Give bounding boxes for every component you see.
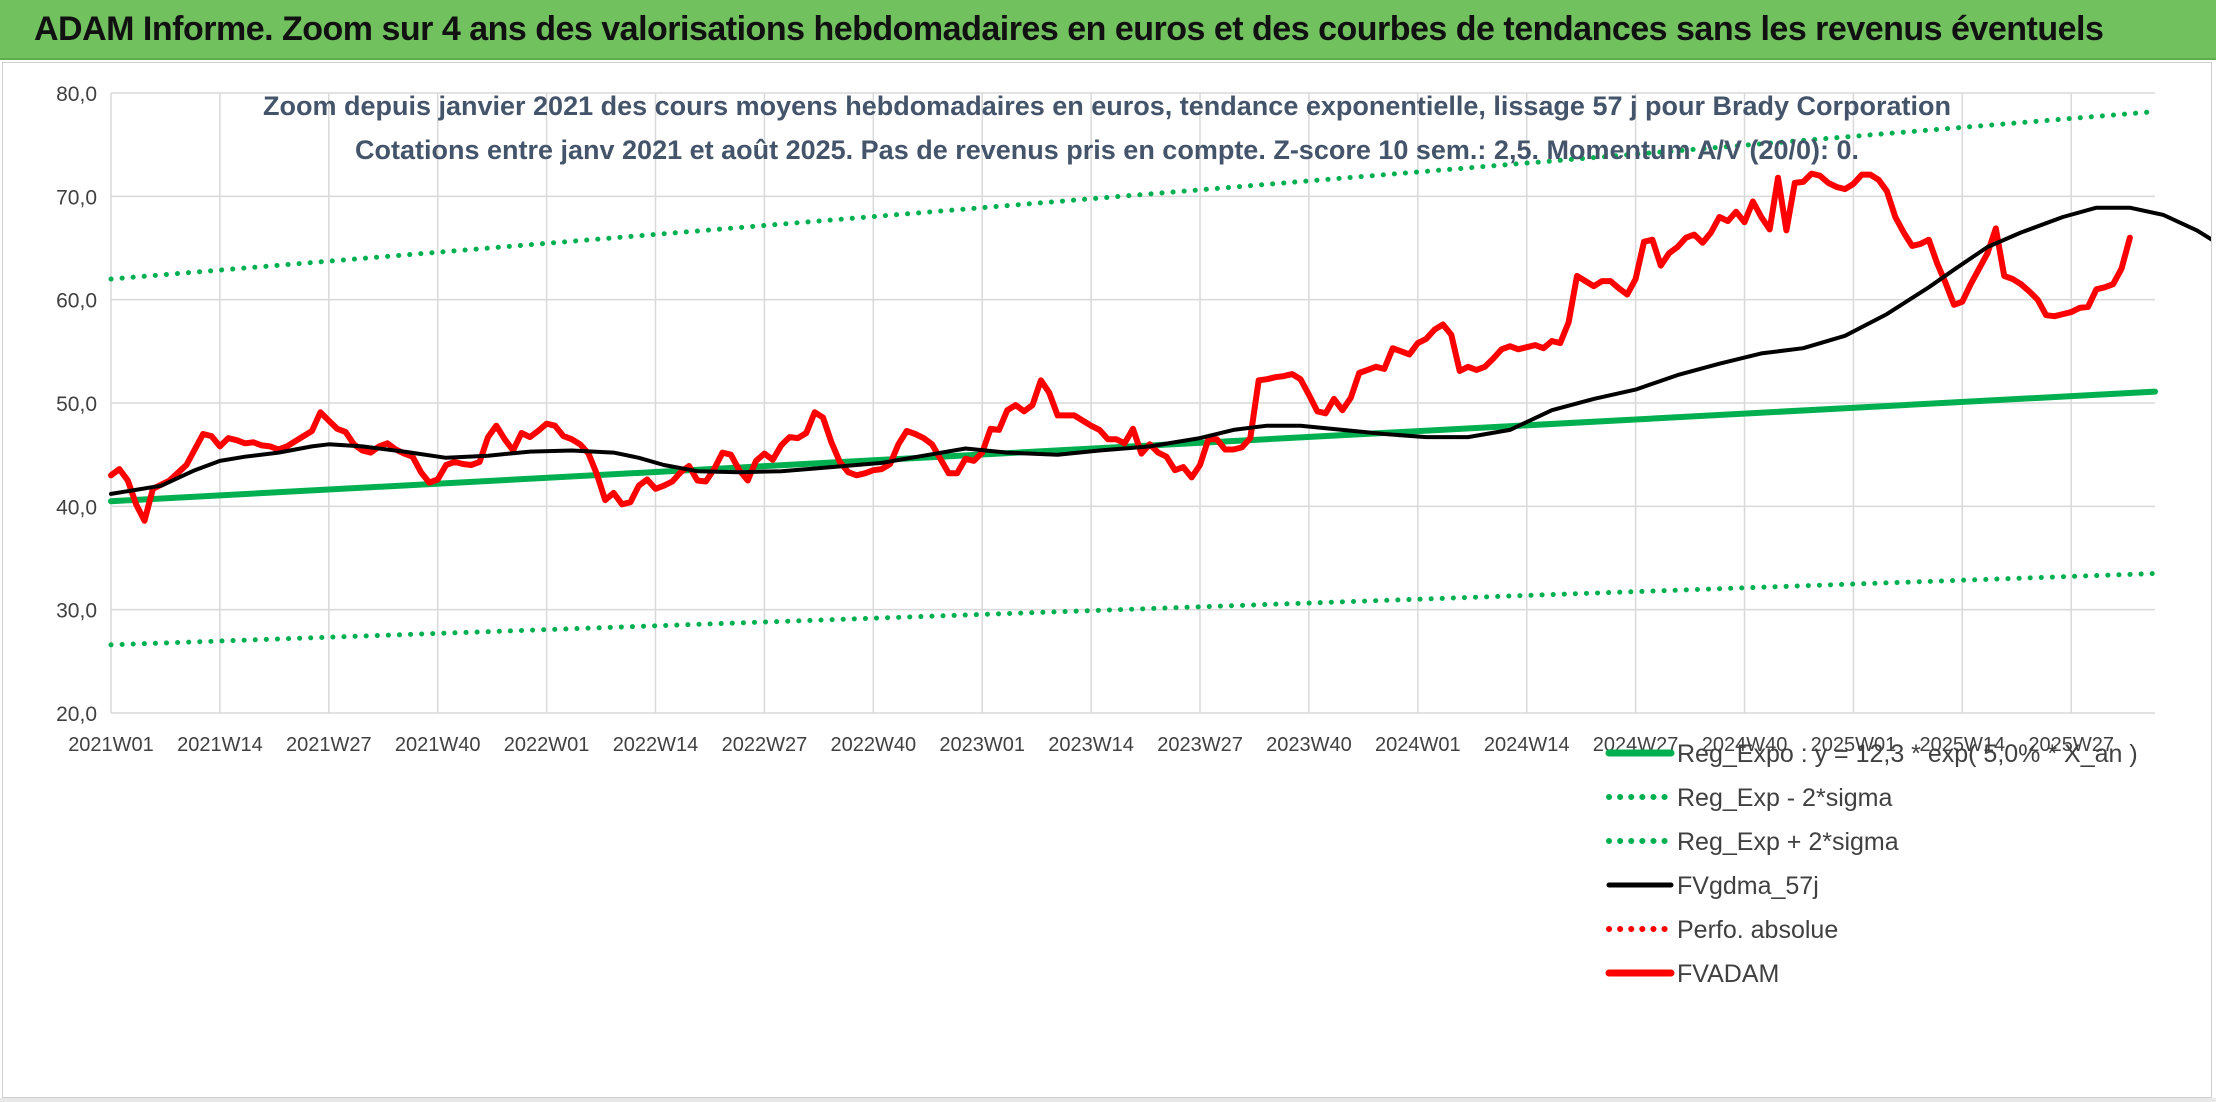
x-tick-label: 2021W01 — [68, 734, 154, 756]
x-tick-label: 2023W14 — [1048, 734, 1134, 756]
y-tick-label: 60,0 — [56, 290, 97, 313]
legend-label: Perfo. absolue — [1677, 916, 1838, 944]
legend: Reg_Expo : y = 12,3 * exp( 5,0% * X_an )… — [1605, 740, 2138, 988]
x-tick-label: 2021W14 — [177, 734, 263, 756]
y-tick-label: 50,0 — [56, 393, 97, 416]
x-tick-label: 2021W40 — [395, 734, 481, 756]
bottom-bar — [0, 1098, 2216, 1102]
y-tick-label: 30,0 — [56, 600, 97, 623]
x-tick-label: 2022W27 — [722, 734, 808, 756]
x-tick-label: 2022W40 — [830, 734, 916, 756]
page-title: ADAM Informe. Zoom sur 4 ans des valoris… — [34, 10, 2104, 48]
chart-title-block: Zoom depuis janvier 2021 des cours moyen… — [263, 91, 1951, 165]
x-tick-label: 2024W14 — [1484, 734, 1570, 756]
series-line-2 — [108, 109, 2158, 282]
x-tick-label: 2023W27 — [1157, 734, 1243, 756]
chart-svg: 80,0 70,0 60,0 50,0 40,0 30,0 20,0 2021W01 2021… — [56, 83, 2216, 988]
series-layer — [108, 109, 2216, 648]
legend-label: Reg_Exp - 2*sigma — [1677, 784, 1892, 812]
legend-label: FVADAM — [1677, 960, 1779, 988]
legend-label: FVgdma_57j — [1677, 872, 1819, 900]
series-line-5 — [108, 170, 2133, 524]
x-tick-label: 2022W01 — [504, 734, 590, 756]
x-tick-label: 2025W27 — [2028, 734, 2114, 756]
chart-panel: 80,0 70,0 60,0 50,0 40,0 30,0 20,0 2021W01 2021… — [2, 62, 2216, 1098]
x-tick-label: 2025W01 — [1811, 734, 1897, 756]
header-bar: ADAM Informe. Zoom sur 4 ans des valoris… — [0, 0, 2216, 60]
series-line-3 — [109, 205, 2216, 496]
y-tick-label: 80,0 — [56, 83, 97, 106]
y-tick-label: 20,0 — [56, 703, 97, 726]
chart-title: Zoom depuis janvier 2021 des cours moyen… — [263, 91, 1951, 121]
y-axis: 80,0 70,0 60,0 50,0 40,0 30,0 20,0 — [56, 83, 97, 726]
x-tick-label: 2023W40 — [1266, 734, 1352, 756]
x-tick-label: 2024W01 — [1375, 734, 1461, 756]
y-tick-label: 70,0 — [56, 186, 97, 209]
x-tick-label: 2022W14 — [613, 734, 699, 756]
x-tick-label: 2024W40 — [1702, 734, 1788, 756]
x-tick-label: 2021W27 — [286, 734, 372, 756]
chart-subtitle: Cotations entre janv 2021 et août 2025. … — [355, 135, 1859, 165]
y-tick-label: 40,0 — [56, 496, 97, 519]
x-tick-label: 2025W14 — [1920, 734, 2006, 756]
legend-label: Reg_Expo : y = 12,3 * exp( 5,0% * X_an ) — [1677, 740, 2138, 768]
series-line-1 — [108, 571, 2158, 648]
legend-label: Reg_Exp + 2*sigma — [1677, 828, 1899, 856]
x-tick-label: 2023W01 — [939, 734, 1025, 756]
